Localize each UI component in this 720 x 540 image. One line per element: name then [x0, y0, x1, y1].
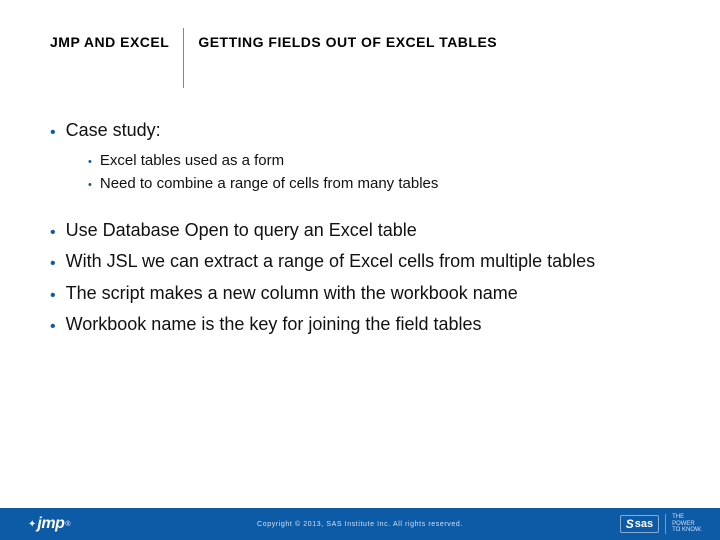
bullet-text: The script makes a new column with the w… [66, 281, 518, 305]
sas-s-icon: S [626, 517, 634, 531]
bullet-dot-icon: • [50, 122, 56, 144]
bullet-text: Use Database Open to query an Excel tabl… [66, 218, 417, 242]
jmp-logo: ✦ jmp ® [28, 513, 71, 535]
bullet-item: • The script makes a new column with the… [50, 281, 670, 307]
sub-bullet-item: • Excel tables used as a form [88, 150, 670, 171]
sub-bullet-text: Excel tables used as a form [100, 150, 284, 171]
bullet-text: Workbook name is the key for joining the… [66, 312, 482, 336]
sas-tagline: THE POWER TO KNOW. [665, 514, 702, 534]
sas-logo-text: sas [635, 518, 653, 530]
bullet-item: • Workbook name is the key for joining t… [50, 312, 670, 338]
bullet-dot-icon: • [50, 316, 56, 338]
slide-footer: ✦ jmp ® Copyright © 2013, SAS Institute … [0, 508, 720, 540]
bullet-dot-icon: • [50, 285, 56, 307]
bullet-item: • With JSL we can extract a range of Exc… [50, 249, 670, 275]
sub-bullet-item: • Need to combine a range of cells from … [88, 173, 670, 194]
sas-logo: S sas THE POWER TO KNOW. [620, 512, 702, 536]
header-title: GETTING FIELDS OUT OF EXCEL TABLES [184, 28, 497, 50]
slide-body: • Case study: • Excel tables used as a f… [50, 118, 670, 344]
bullet-dot-icon: • [88, 178, 92, 193]
bullet-item: • Use Database Open to query an Excel ta… [50, 218, 670, 244]
bullet-item: • Case study: [50, 118, 670, 144]
sub-bullet-text: Need to combine a range of cells from ma… [100, 173, 439, 194]
header-section-label: JMP AND EXCEL [50, 28, 184, 88]
bullet-text: Case study: [66, 118, 161, 142]
copyright-text: Copyright © 2013, SAS Institute Inc. All… [257, 521, 463, 528]
slide: JMP AND EXCEL GETTING FIELDS OUT OF EXCE… [0, 0, 720, 540]
jmp-logo-text: jmp [37, 515, 64, 533]
jmp-burst-icon: ✦ [28, 519, 36, 530]
tagline-line: TO KNOW. [672, 527, 702, 534]
bullet-dot-icon: • [88, 155, 92, 170]
sas-badge: S sas [620, 515, 659, 533]
bullet-dot-icon: • [50, 253, 56, 275]
spacer [50, 196, 670, 218]
slide-header: JMP AND EXCEL GETTING FIELDS OUT OF EXCE… [50, 28, 680, 94]
bullet-dot-icon: • [50, 222, 56, 244]
tagline-line: THE [672, 514, 702, 521]
registered-mark: ® [65, 521, 70, 528]
bullet-text: With JSL we can extract a range of Excel… [66, 249, 596, 273]
tagline-line: POWER [672, 521, 702, 528]
